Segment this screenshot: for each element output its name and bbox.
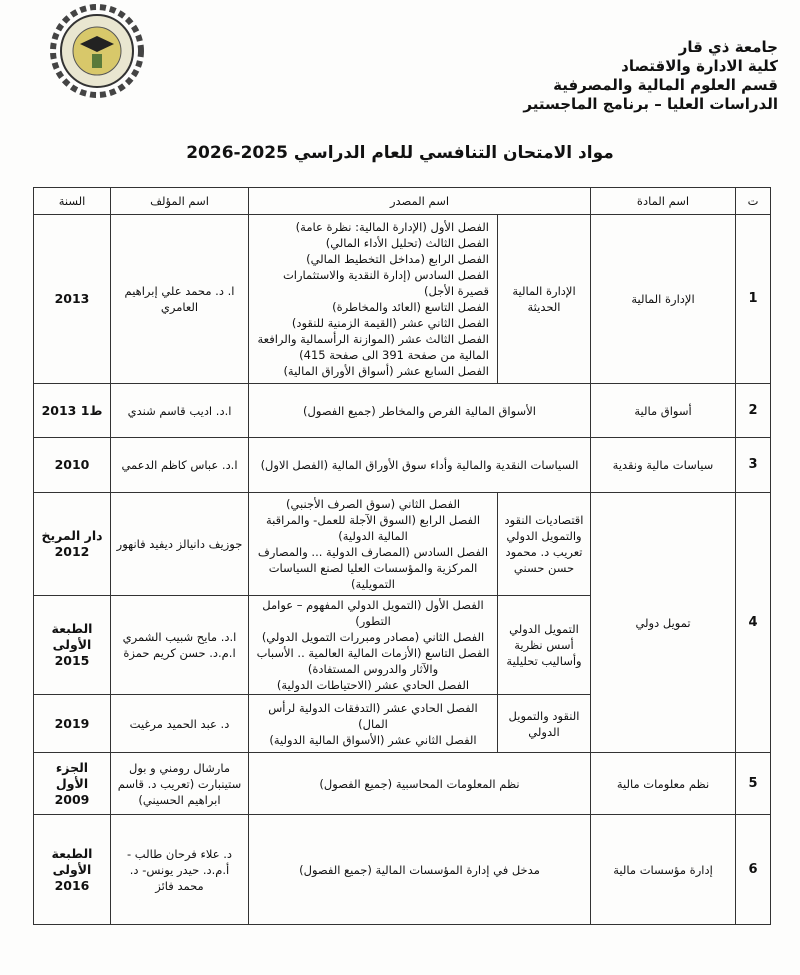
author-cell: د. عبد الحميد مرغيت xyxy=(110,694,249,753)
year-cell: 2010 xyxy=(33,437,111,493)
document-title: مواد الامتحان التنافسي للعام الدراسي 202… xyxy=(186,143,614,163)
header-subject: اسم المادة xyxy=(590,187,736,215)
college-name: كلية الادارة والاقتصاد xyxy=(621,57,778,75)
author-cell: ا.د. اديب قاسم شندي xyxy=(110,383,249,438)
chapter-item: الفصل الثالث عشر (الموازنة الرأسمالية وا… xyxy=(257,332,489,362)
table-row: 3 سياسات مالية ونقدية السياسات النقدية و… xyxy=(33,437,771,493)
header-author: اسم المؤلف xyxy=(110,187,249,215)
author-cell: ا. د. محمد علي إبراهيم العامري xyxy=(110,214,249,384)
chapter-item: الفصل الثالث (تحليل الأداء المالي) xyxy=(325,236,489,250)
year-cell: دار المريخ 2012 xyxy=(33,492,111,596)
chapter-item: الفصل الأول (التمويل الدولي المفهوم – عو… xyxy=(262,598,484,628)
institution-header: جامعة ذي قار كلية الادارة والاقتصاد قسم … xyxy=(523,38,778,114)
subject-cell: تمويل دولي xyxy=(590,492,736,753)
chapter-item: الفصل الثاني عشر (الأسواق المالية الدولي… xyxy=(269,732,477,747)
row-number: 4 xyxy=(735,492,771,753)
source-title-cell: النقود والتمويل الدولي xyxy=(497,694,591,753)
chapters-cell: الفصل الأول (الإدارة المالية: نظرة عامة)… xyxy=(248,214,498,384)
chapter-item: الفصل الرابع (السوق الآجلة للعمل- والمرا… xyxy=(265,513,481,543)
header-source: اسم المصدر xyxy=(248,187,591,215)
year-cell: الجزء الأول 2009 xyxy=(33,752,111,815)
table-row: 2 أسواق مالية الأسواق المالية الفرص والم… xyxy=(33,383,771,438)
subject-cell: أسواق مالية xyxy=(590,383,736,438)
author-cell: د. علاء فرحان طالب - أ.م.د. حيدر يونس- د… xyxy=(110,814,249,925)
university-name: جامعة ذي قار xyxy=(678,38,778,56)
subject-cell: الإدارة المالية xyxy=(590,214,736,384)
source-title-cell: اقتصاديات النقود والتمويل الدولي تعريب د… xyxy=(497,492,591,596)
department-name: قسم العلوم المالية والمصرفية xyxy=(553,76,778,94)
source-cell: مدخل في إدارة المؤسسات المالية (جميع الف… xyxy=(248,814,591,925)
subject-cell: نظم معلومات مالية xyxy=(590,752,736,815)
author-cell: ا.د. عباس كاظم الدعمي xyxy=(110,437,249,493)
header-year: السنة xyxy=(33,187,111,215)
source-title-cell: التمويل الدولي أسس نظرية وأساليب تحليلية xyxy=(497,595,591,695)
chapter-item: الفصل الثاني عشر (القيمة الزمنية للنقود) xyxy=(291,316,489,330)
chapter-item: الفصل التاسع (الأزمات المالية العالمية .… xyxy=(256,646,490,676)
chapters-cell: الفصل الحادي عشر (التدفقات الدولية لرأس … xyxy=(248,694,498,753)
row-number: 5 xyxy=(735,752,771,815)
table-row: النقود والتمويل الدولي الفصل الحادي عشر … xyxy=(33,694,771,753)
chapter-item: الفصل الثاني (مصادر ومبررات التمويل الدو… xyxy=(261,630,485,644)
exam-materials-table: ت اسم المادة اسم المصدر اسم المؤلف السنة… xyxy=(33,187,771,925)
table-row: 4 تمويل دولي اقتصاديات النقود والتمويل ا… xyxy=(33,492,771,753)
row-number: 6 xyxy=(735,814,771,925)
subject-cell: سياسات مالية ونقدية xyxy=(590,437,736,493)
year-cell: 2013 xyxy=(33,214,111,384)
chapters-cell: الفصل الأول (التمويل الدولي المفهوم – عو… xyxy=(248,595,498,695)
row-number: 2 xyxy=(735,383,771,438)
table-row: 5 نظم معلومات مالية نظم المعلومات المحاس… xyxy=(33,752,771,815)
chapter-item: الفصل التاسع (العائد والمخاطرة) xyxy=(332,300,489,314)
header-no: ت xyxy=(735,187,771,215)
source-cell: السياسات النقدية والمالية وأداء سوق الأو… xyxy=(248,437,591,493)
chapter-item: الفصل السادس (المصارف الدولية ... والمصا… xyxy=(257,545,489,591)
author-cell: ا.د. مايح شبيب الشمري ا.م.د. حسن كريم حم… xyxy=(110,595,249,695)
university-logo-icon xyxy=(50,4,144,98)
year-cell: الطبعة الأولى 2015 xyxy=(33,595,111,695)
row-number: 3 xyxy=(735,437,771,493)
author-cell: جوزيف دانيالز ديفيد فانهور xyxy=(110,492,249,596)
chapter-item: الفصل السابع عشر (أسواق الأوراق المالية) xyxy=(283,364,489,378)
row-number: 1 xyxy=(735,214,771,384)
year-cell: الطبعة الأولى 2016 xyxy=(33,814,111,925)
source-cell: الأسواق المالية الفرص والمخاطر (جميع الف… xyxy=(248,383,591,438)
table-row: 1 الإدارة المالية الإدارة المالية الحديث… xyxy=(33,214,771,384)
source-title-cell: الإدارة المالية الحديثة xyxy=(497,214,591,384)
year-cell: 2019 xyxy=(33,694,111,753)
table-header-row: ت اسم المادة اسم المصدر اسم المؤلف السنة xyxy=(33,187,771,215)
subject-cell: إدارة مؤسسات مالية xyxy=(590,814,736,925)
chapter-item: الفصل الثاني (سوق الصرف الأجنبي) xyxy=(285,497,461,511)
table-row: 6 إدارة مؤسسات مالية مدخل في إدارة المؤس… xyxy=(33,814,771,925)
program-name: الدراسات العليا – برنامج الماجستير xyxy=(523,95,778,113)
author-cell: مارشال رومني و بول ستينبارت (تعريب د. قا… xyxy=(110,752,249,815)
chapter-item: الفصل الرابع (مداخل التخطيط المالي) xyxy=(306,252,489,266)
chapter-item: الفصل السادس (إدارة النقدية والاستثمارات… xyxy=(282,268,489,298)
table-row: التمويل الدولي أسس نظرية وأساليب تحليلية… xyxy=(33,595,771,695)
chapters-cell: الفصل الثاني (سوق الصرف الأجنبي) الفصل ا… xyxy=(248,492,498,596)
chapter-item: الفصل الحادي عشر (التدفقات الدولية لرأس … xyxy=(268,700,478,731)
chapter-item: الفصل الأول (الإدارة المالية: نظرة عامة) xyxy=(295,220,489,234)
year-cell: ط1 2013 xyxy=(33,383,111,438)
chapter-item: الفصل الحادي عشر (الاحتياطات الدولية) xyxy=(276,678,470,692)
source-cell: نظم المعلومات المحاسبية (جميع الفصول) xyxy=(248,752,591,815)
